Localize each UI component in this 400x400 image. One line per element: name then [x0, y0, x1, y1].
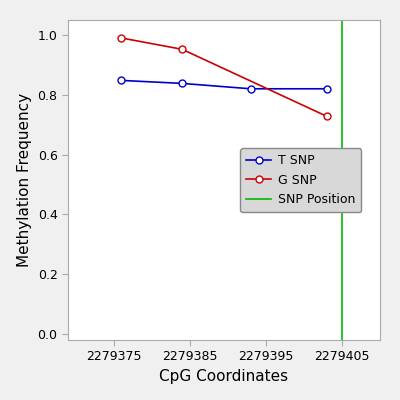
- X-axis label: CpG Coordinates: CpG Coordinates: [160, 369, 288, 384]
- G SNP: [324, 114, 329, 119]
- G SNP: [119, 36, 124, 40]
- G SNP: [180, 47, 184, 52]
- Line: G SNP: G SNP: [118, 34, 330, 120]
- T SNP: [180, 81, 184, 86]
- Line: T SNP: T SNP: [118, 77, 330, 92]
- T SNP: [324, 86, 329, 91]
- T SNP: [248, 86, 253, 91]
- Y-axis label: Methylation Frequency: Methylation Frequency: [17, 93, 32, 267]
- Legend: T SNP, G SNP, SNP Position: T SNP, G SNP, SNP Position: [240, 148, 361, 212]
- T SNP: [119, 78, 124, 83]
